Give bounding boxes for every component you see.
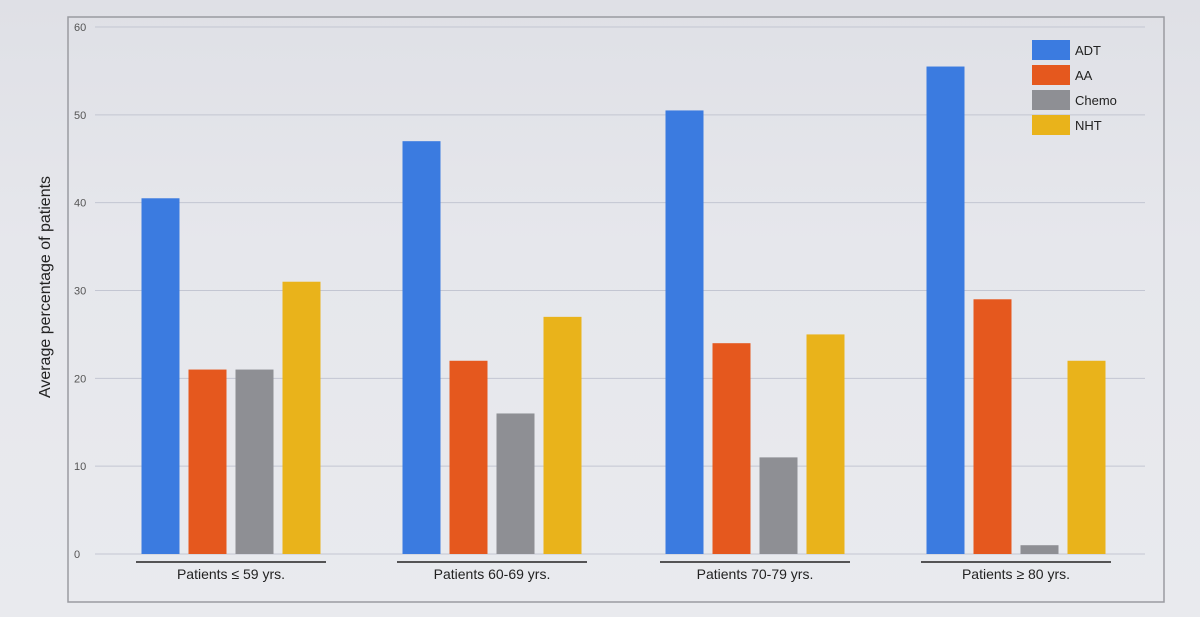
bar-adt-3 (665, 110, 704, 555)
bar-aa-1 (188, 369, 227, 554)
bar-nht-2 (543, 316, 582, 554)
y-axis-ticks: 0 10 20 30 40 50 60 (74, 22, 86, 561)
bar-aa-2 (449, 360, 488, 554)
legend-label-aa: AA (1075, 68, 1093, 83)
legend: ADT AA Chemo NHT (1032, 40, 1117, 135)
bar-nht-3 (806, 334, 845, 554)
x-category-label: Patients ≥ 80 yrs. (962, 566, 1070, 582)
legend-label-nht: NHT (1075, 118, 1102, 133)
bar-chemo-3 (759, 457, 798, 554)
y-axis-label: Average percentage of patients (37, 176, 54, 398)
bar-adt-4 (926, 66, 965, 555)
legend-label-adt: ADT (1075, 43, 1101, 58)
y-tick-label: 10 (74, 461, 86, 473)
legend-swatch-aa (1032, 65, 1070, 85)
bar-nht-4 (1067, 360, 1106, 554)
bar-chemo-2 (496, 413, 535, 554)
x-category-label: Patients 70-79 yrs. (697, 566, 814, 582)
chart-frame (67, 16, 1165, 603)
bar-nht-1 (282, 281, 321, 554)
legend-swatch-chemo (1032, 90, 1070, 110)
y-tick-label: 60 (74, 22, 86, 34)
y-tick-label: 30 (74, 286, 86, 298)
bar-aa-3 (712, 343, 751, 554)
y-tick-label: 50 (74, 110, 86, 122)
bar-adt-1 (141, 198, 180, 554)
x-axis-categories: Patients ≤ 59 yrs. Patients 60-69 yrs. Pat… (136, 561, 1111, 582)
x-category-label: Patients ≤ 59 yrs. (177, 566, 285, 582)
y-tick-label: 40 (74, 198, 86, 210)
bar-chemo-1 (235, 369, 274, 554)
x-category-label: Patients 60-69 yrs. (434, 566, 551, 582)
y-tick-label: 20 (74, 373, 86, 385)
bar-adt-2 (402, 141, 441, 554)
bars (141, 66, 1106, 555)
legend-swatch-nht (1032, 115, 1070, 135)
legend-swatch-adt (1032, 40, 1070, 60)
bar-aa-4 (973, 299, 1012, 554)
y-tick-label: 0 (74, 549, 80, 561)
legend-label-chemo: Chemo (1075, 93, 1117, 108)
bar-chemo-4 (1020, 545, 1059, 554)
